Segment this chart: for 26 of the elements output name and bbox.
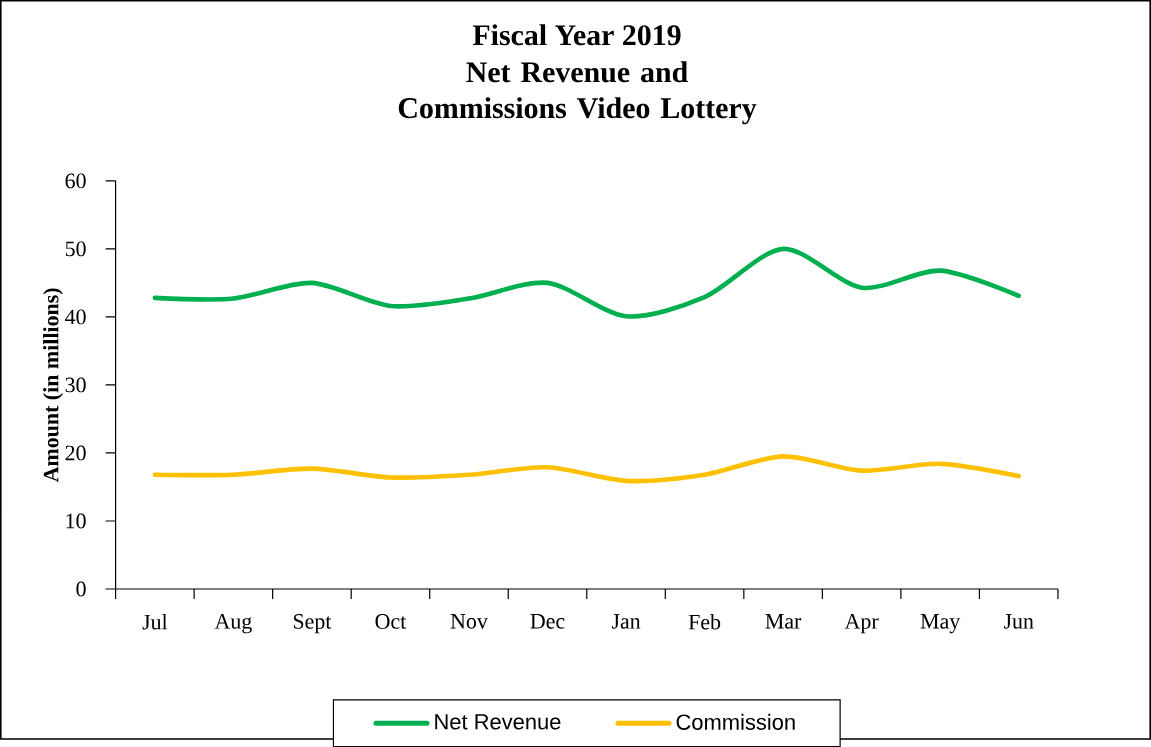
x-tick-label: May [920,613,961,634]
x-tick-label: Nov [450,613,488,629]
x-tick-label: Aug [214,613,252,634]
chart-subtitle: Net Revenue and Commissions Video Lottery [398,61,757,125]
x-tick-label: Dec [530,613,565,629]
chart-title: Fiscal Year 2019 [472,24,681,46]
y-tick-label: 40 [65,309,86,325]
x-tick-label: Jul [142,613,168,630]
x-tick-label: Sept [293,613,332,634]
x-tick-label: Apr [844,613,879,634]
y-tick-label: 10 [66,513,86,529]
x-tick-label: Oct [375,613,407,629]
y-tick-label: 30 [65,377,86,393]
y-tick-label: 20 [65,445,86,461]
y-tick-label: 0 [76,581,86,597]
y-axis-title: Amount (in millions) [43,288,63,483]
y-tick-label: 60 [65,173,86,189]
x-tick-label: Feb [688,613,721,630]
y-tick-label: 50 [65,241,86,257]
line-series [152,246,1021,319]
x-tick-label: Mar [765,613,802,629]
line-series [152,453,1021,484]
legend-label: Commission [676,713,795,730]
x-tick-label: Jun [1003,613,1034,629]
legend-label: Net Revenue [435,714,561,730]
x-tick-label: Jan [611,613,641,629]
